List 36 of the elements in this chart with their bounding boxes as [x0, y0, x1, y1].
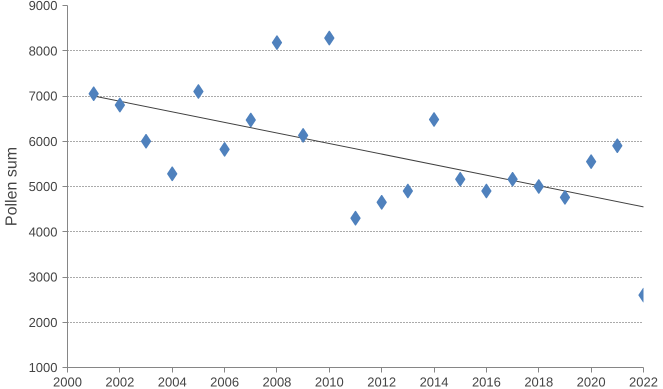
point: [402, 184, 414, 199]
point: [140, 134, 152, 149]
y-tick-label: 8000: [28, 43, 58, 58]
y-tick-label: 3000: [28, 270, 58, 284]
point: [298, 128, 308, 143]
y-tick-label: 6000: [28, 134, 58, 149]
x-tick-label: 2006: [210, 374, 240, 389]
point: [560, 190, 570, 205]
x-tick-label: 2020: [576, 374, 606, 389]
point: [534, 179, 544, 194]
x-tick-label: 2018: [524, 374, 554, 389]
x-tick-label: 2012: [367, 374, 396, 389]
x-tick-label: 2022: [629, 374, 658, 389]
x-tick-label: 2000: [53, 374, 82, 389]
x-tick-label: 2014: [420, 374, 449, 389]
y-axis-title: Pollen sum: [4, 146, 21, 226]
y-tick-label: 2000: [28, 314, 58, 330]
x-tick-label: 2016: [472, 374, 501, 389]
y-tick-label: 7000: [28, 88, 58, 104]
y-tick-label: 5000: [28, 179, 58, 194]
point: [272, 35, 282, 50]
point: [114, 98, 126, 113]
point: [428, 112, 440, 128]
point: [193, 84, 204, 99]
x-tick-label: 2010: [314, 374, 344, 389]
x-tick-label: 2008: [262, 374, 292, 389]
point: [219, 142, 230, 157]
x-tick-label: 2004: [158, 374, 187, 389]
y-tick-label: 4000: [28, 224, 58, 240]
point: [481, 184, 492, 199]
point: [350, 210, 361, 226]
point: [586, 154, 596, 170]
x-tick-label: 2002: [105, 374, 134, 389]
point: [507, 172, 518, 187]
y-tick-label: 1000: [28, 360, 58, 375]
y-tick-label: 9000: [28, 0, 58, 13]
